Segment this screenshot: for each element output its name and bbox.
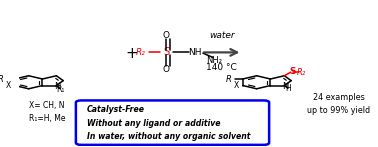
Text: R₂: R₂ (135, 48, 145, 57)
Text: In water, without any organic solvent: In water, without any organic solvent (87, 132, 250, 141)
Text: X= CH, N: X= CH, N (29, 101, 64, 110)
Text: NH: NH (188, 48, 202, 57)
Text: Catalyst-Free: Catalyst-Free (87, 105, 145, 114)
Text: water: water (209, 31, 234, 40)
Text: +: + (125, 46, 138, 61)
Text: R: R (0, 75, 4, 83)
Text: X: X (6, 81, 11, 90)
Text: S: S (289, 67, 296, 76)
Text: N: N (282, 82, 288, 91)
Text: N: N (54, 82, 61, 91)
FancyBboxPatch shape (76, 100, 269, 145)
Text: R₂: R₂ (297, 67, 306, 77)
Text: R₁: R₁ (56, 85, 65, 94)
Text: O: O (163, 31, 170, 40)
Text: Without any ligand or additive: Without any ligand or additive (87, 118, 220, 127)
Text: 24 examples: 24 examples (313, 93, 365, 102)
Text: H: H (285, 84, 291, 93)
Text: O: O (163, 65, 170, 74)
Text: R₁=H, Me: R₁=H, Me (29, 114, 65, 123)
Text: S: S (163, 47, 169, 57)
Text: 140 °C: 140 °C (206, 63, 237, 72)
Text: X: X (234, 81, 239, 90)
Text: NH₂: NH₂ (206, 56, 222, 65)
Text: R: R (226, 75, 232, 83)
Text: up to 99% yield: up to 99% yield (307, 106, 370, 115)
